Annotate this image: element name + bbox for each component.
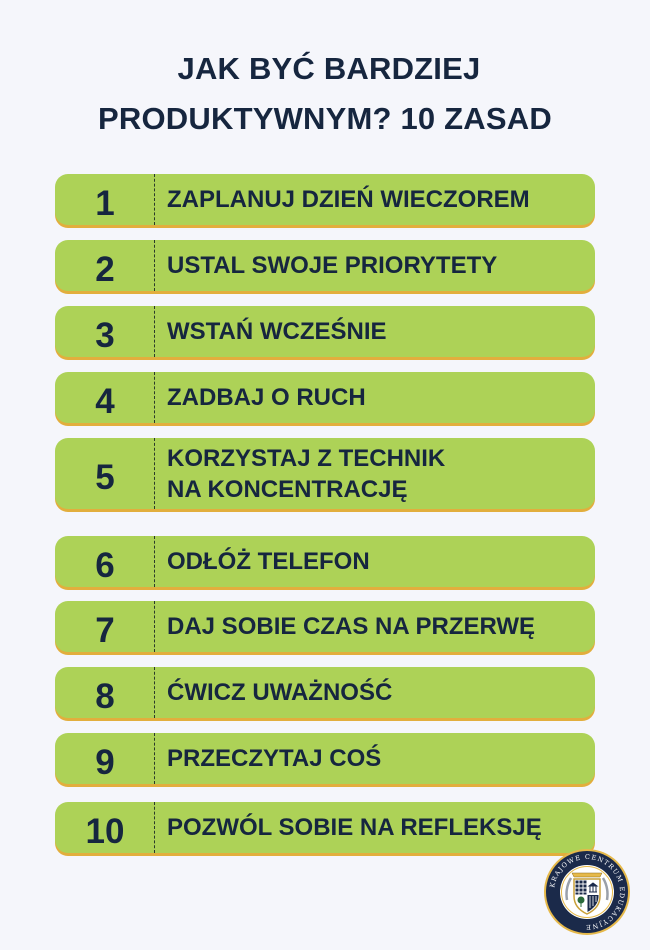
rule-row-8: 8 ĆWICZ UWAŻNOŚĆ	[55, 667, 595, 718]
rule-text: PRZECZYTAJ COŚ	[167, 745, 382, 772]
dashed-divider	[154, 667, 155, 718]
rule-row-3: 3 WSTAŃ WCZEŚNIE	[55, 306, 595, 357]
rule-number: 1	[95, 183, 115, 223]
rule-number: 3	[95, 315, 115, 355]
rule-text: DAJ SOBIE CZAS NA PRZERWĘ	[167, 613, 536, 640]
dashed-divider	[154, 240, 155, 291]
rule-row-1: 1 ZAPLANUJ DZIEŃ WIECZOREM	[55, 174, 595, 225]
dashed-divider	[154, 174, 155, 225]
dashed-divider	[154, 601, 155, 652]
rule-text: POZWÓL SOBIE NA REFLEKSJĘ	[167, 814, 542, 841]
rule-number: 7	[95, 610, 115, 650]
dashed-divider	[154, 306, 155, 357]
rule-row-2: 2 USTAL SWOJE PRIORYTETY	[55, 240, 595, 291]
dashed-divider	[154, 802, 155, 853]
rule-number: 8	[95, 676, 115, 716]
dashed-divider	[154, 733, 155, 784]
rule-number: 6	[95, 545, 115, 585]
title-line-2: PRODUKTYWNYM? 10 ZASAD	[98, 101, 552, 136]
rule-row-4: 4 ZADBAJ O RUCH	[55, 372, 595, 423]
rule-text: ZADBAJ O RUCH	[167, 384, 366, 411]
rule-text: ĆWICZ UWAŻNOŚĆ	[167, 679, 393, 706]
rule-row-9: 9 PRZECZYTAJ COŚ	[55, 733, 595, 784]
crest-logo-icon: KRAJOWE CENTRUM EDUKACYJNE	[543, 848, 631, 936]
rule-row-5: 5 KORZYSTAJ Z TECHNIK NA KONCENTRACJĘ	[55, 438, 595, 509]
rule-number: 10	[85, 811, 125, 851]
rule-row-10: 10 POZWÓL SOBIE NA REFLEKSJĘ	[55, 802, 595, 853]
rule-row-7: 7 DAJ SOBIE CZAS NA PRZERWĘ	[55, 601, 595, 652]
title-line-1: JAK BYĆ BARDZIEJ	[177, 51, 481, 86]
dashed-divider	[154, 536, 155, 587]
rule-row-6: 6 ODŁÓŻ TELEFON	[55, 536, 595, 587]
rule-number: 5	[95, 457, 115, 497]
page-title: JAK BYĆ BARDZIEJ PRODUKTYWNYM? 10 ZASAD	[0, 44, 650, 144]
rule-text: ODŁÓŻ TELEFON	[167, 548, 370, 575]
rule-number: 2	[95, 249, 115, 289]
rule-text: ZAPLANUJ DZIEŃ WIECZOREM	[167, 186, 530, 213]
rule-text: KORZYSTAJ Z TECHNIK NA KONCENTRACJĘ	[167, 444, 446, 503]
rule-text: WSTAŃ WCZEŚNIE	[167, 318, 387, 345]
rule-text: USTAL SWOJE PRIORYTETY	[167, 252, 498, 279]
dashed-divider	[154, 438, 155, 509]
rule-number: 9	[95, 742, 115, 782]
rule-number: 4	[95, 381, 115, 421]
dashed-divider	[154, 372, 155, 423]
